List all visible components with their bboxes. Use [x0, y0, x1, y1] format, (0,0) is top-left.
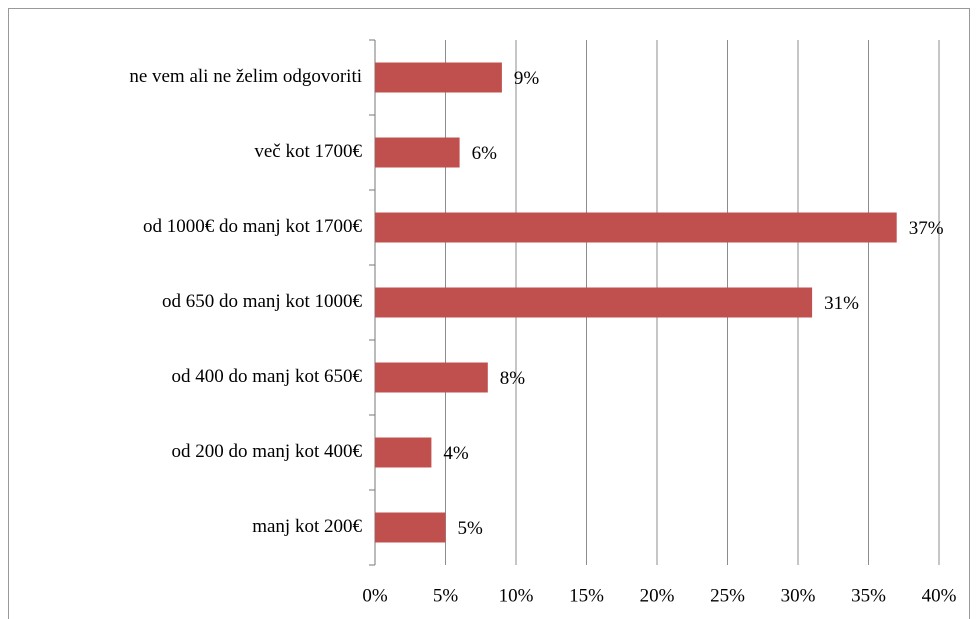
value-label: 31% [824, 293, 859, 314]
bar [375, 62, 502, 93]
value-label: 4% [443, 443, 469, 464]
y-tick-label: več kot 1700€ [254, 141, 362, 162]
x-tick-label: 15% [569, 585, 604, 606]
bar [375, 512, 446, 543]
y-tick-label: od 200 do manj kot 400€ [171, 441, 362, 462]
x-tick-label: 10% [499, 585, 534, 606]
value-label: 6% [472, 143, 498, 164]
x-tick-label: 20% [640, 585, 675, 606]
bar [375, 212, 897, 243]
x-tick-label: 0% [362, 585, 388, 606]
value-label: 37% [909, 218, 944, 239]
bar [375, 362, 488, 393]
x-tick-label: 35% [851, 585, 886, 606]
y-tick-label: od 1000€ do manj kot 1700€ [143, 216, 363, 237]
chart-border [8, 8, 970, 619]
x-tick-label: 30% [781, 585, 816, 606]
x-tick-label: 5% [433, 585, 459, 606]
value-label: 9% [514, 68, 540, 89]
y-tick-label: ne vem ali ne želim odgovoriti [129, 66, 362, 87]
y-tick-label: manj kot 200€ [252, 516, 362, 537]
bar [375, 137, 460, 168]
value-label: 5% [458, 518, 484, 539]
bar [375, 437, 432, 468]
x-tick-label: 40% [922, 585, 957, 606]
y-tick-label: od 650 do manj kot 1000€ [162, 291, 363, 312]
y-tick-label: od 400 do manj kot 650€ [171, 366, 362, 387]
value-label: 8% [500, 368, 526, 389]
bar [375, 287, 813, 318]
x-tick-label: 25% [710, 585, 745, 606]
